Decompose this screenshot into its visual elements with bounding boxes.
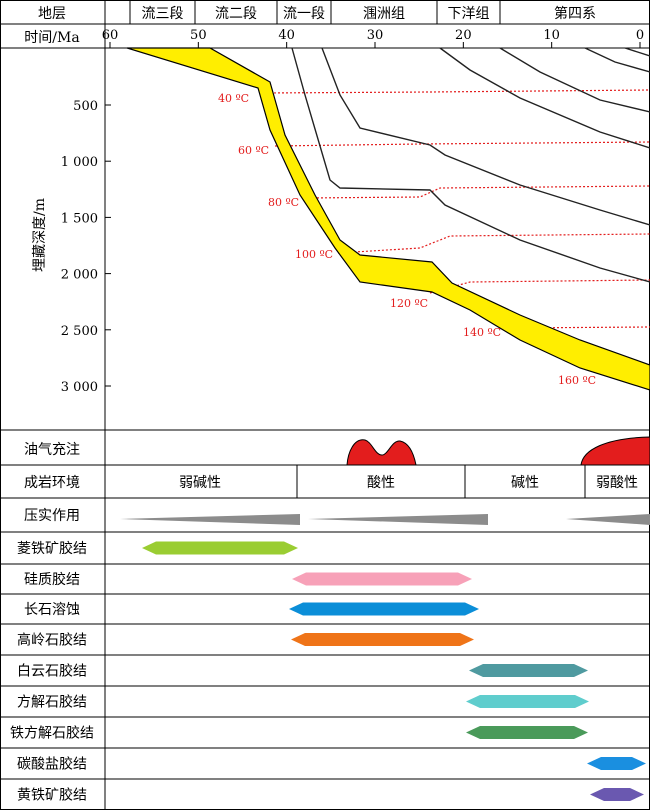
formations-row: 流三段 流二段 流一段 涠洲组 下洋组 第四系 [129,0,596,24]
formation-5: 第四系 [554,5,596,22]
isotherm-label-4: 120 ºC [390,297,428,310]
time-tick-1: 50 [190,28,207,43]
compaction-wedge-2 [308,514,488,525]
burial-curve-5 [584,47,650,73]
isotherm-40 [261,89,650,94]
isotherm-80 [304,185,650,199]
isotherm-label-3: 100 ºC [295,248,333,261]
burial-curve-1 [291,47,650,283]
burial-curve-2 [321,47,650,226]
isotherm-label-0: 40 ºC [218,92,249,105]
event-label-0: 菱铁矿胶结 [17,540,87,557]
burial-curve-6 [624,47,650,57]
depth-tick-5: 3 000 [61,380,98,395]
time-axis: 60 50 40 30 20 10 0 [102,28,644,48]
event-bar-6 [466,726,588,739]
event-bars [142,541,646,801]
environment-phases: 弱碱性 酸性 碱性 弱酸性 [179,475,638,491]
environment-phase-0: 弱碱性 [179,475,221,491]
event-bar-0 [142,541,298,555]
isotherm-label-6: 160 ºC [558,374,596,387]
isotherm-lines [261,89,650,375]
depth-tick-2: 1 500 [61,211,98,226]
time-tick-0: 60 [102,28,119,43]
time-tick-6: 0 [636,28,644,43]
depth-axis: 500 1 000 1 500 2 000 2 500 3 000 [61,99,111,395]
event-label-6: 铁方解石胶结 [10,725,94,742]
environment-phase-1: 酸性 [367,475,395,491]
burial-history-panel: 40 ºC 60 ºC 80 ºC 100 ºC 120 ºC 140 ºC 160 ºC [126,47,650,391]
environment-phase-2: 碱性 [511,475,539,491]
event-bar-4 [469,664,588,677]
event-label-2: 长石溶蚀 [24,602,80,618]
isotherm-label-5: 140 ºC [463,326,501,339]
event-labels: 菱铁矿胶结硅质胶结长石溶蚀高岭石胶结白云石胶结方解石胶结铁方解石胶结碳酸盐胶结黄… [10,540,94,804]
depth-tick-1: 1 000 [61,155,98,170]
depth-tick-0: 500 [73,99,98,114]
event-bar-1 [292,572,472,586]
time-tick-2: 40 [278,28,295,43]
compaction-wedge-1 [120,514,300,525]
environment-label: 成岩环境 [24,475,80,491]
burial-curve-4 [499,47,650,113]
isotherm-label-2: 80 ºC [268,196,299,209]
target-layer-band [126,47,650,391]
environment-dividers [296,465,586,498]
time-tick-5: 10 [543,28,560,43]
compaction-wedges [120,514,650,525]
event-label-7: 碳酸盐胶结 [17,756,87,773]
compaction-wedge-3 [566,514,650,525]
depth-tick-4: 2 500 [61,324,98,339]
burial-curves [291,47,650,283]
time-tick-3: 30 [367,28,384,43]
oil-charge-peak-1 [346,439,417,466]
event-bar-3 [291,633,474,646]
formation-3: 涠洲组 [363,6,405,22]
event-bar-8 [590,788,644,801]
event-bar-2 [289,602,479,616]
isotherm-60 [274,141,650,147]
burial-curve-3 [439,47,650,149]
depth-tick-3: 2 000 [61,268,98,283]
isotherm-label-1: 60 ºC [238,144,269,157]
oil-charge-label: 油气充注 [24,442,80,458]
time-tick-4: 20 [455,28,472,43]
isotherm-100 [337,233,650,254]
isotherm-labels: 40 ºC 60 ºC 80 ºC 100 ºC 120 ºC 140 ºC 160 ºC [218,92,596,387]
event-label-4: 白云石胶结 [17,663,87,680]
compaction-label: 压实作用 [24,508,80,524]
event-label-1: 硅质胶结 [24,571,80,588]
time-label: 时间/Ma [24,30,79,46]
event-bar-5 [466,695,589,708]
formation-0: 流三段 [142,6,184,22]
event-label-3: 高岭石胶结 [17,632,87,649]
event-label-5: 方解石胶结 [17,694,87,711]
event-label-8: 黄铁矿胶结 [17,787,87,804]
formation-4: 下洋组 [448,6,490,22]
strata-label: 地层 [38,6,66,22]
event-bar-7 [587,757,646,770]
oil-charge-peak-2 [580,436,650,466]
formation-2: 流一段 [283,6,325,22]
environment-phase-3: 弱酸性 [596,475,638,491]
formation-1: 流二段 [215,6,257,22]
depth-axis-label: 埋藏深度/m [32,198,48,272]
